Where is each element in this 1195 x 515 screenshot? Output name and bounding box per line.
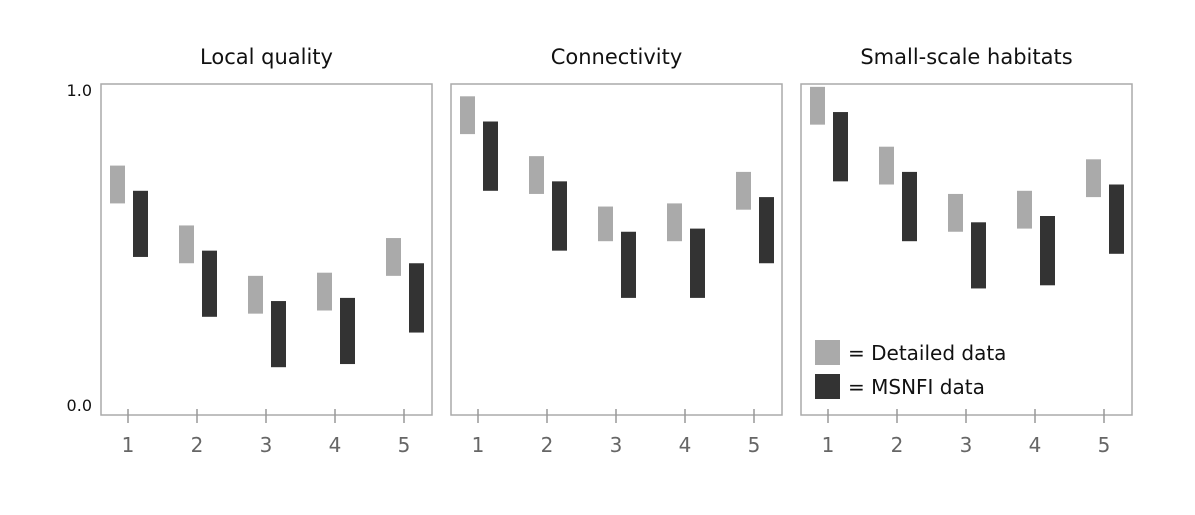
detailed-data-bar <box>179 225 194 264</box>
x-tick-label: 5 <box>398 433 411 457</box>
x-tick-label: 2 <box>191 433 204 457</box>
detailed-data-bar <box>1086 159 1101 198</box>
msnfi-data-bar <box>271 301 286 368</box>
legend-label: = MSNFI data <box>848 375 985 399</box>
msnfi-data-bar <box>759 197 774 264</box>
msnfi-data-bar <box>552 181 567 251</box>
panel-title: Connectivity <box>551 45 683 69</box>
panel-frame-1 <box>100 83 433 416</box>
detailed-data-bar <box>460 96 475 135</box>
detailed-data-bar <box>529 156 544 194</box>
msnfi-data-bar <box>1040 216 1055 286</box>
x-tick-label: 4 <box>1029 433 1042 457</box>
detailed-data-bar <box>386 238 401 276</box>
msnfi-data-bar <box>971 222 986 289</box>
detailed-data-bar <box>736 171 751 210</box>
x-tick-label: 1 <box>472 433 485 457</box>
x-tick-label: 3 <box>260 433 273 457</box>
detailed-data-bar <box>667 203 682 242</box>
x-tick-label: 3 <box>610 433 623 457</box>
msnfi-data-bar <box>690 228 705 298</box>
msnfi-data-bar <box>133 190 148 257</box>
msnfi-data-bar <box>409 263 424 333</box>
msnfi-data-bar <box>202 250 217 317</box>
detailed-data-bar <box>879 146 894 185</box>
x-tick-label: 4 <box>329 433 342 457</box>
x-tick-label: 4 <box>679 433 692 457</box>
panel-frame-2 <box>450 83 783 416</box>
detailed-data-bar <box>598 206 613 242</box>
msnfi-data-bar <box>833 112 848 182</box>
detailed-data-bar <box>317 272 332 311</box>
detailed-data-bar <box>948 193 963 232</box>
x-tick-label: 5 <box>1098 433 1111 457</box>
detailed-data-bar <box>810 86 825 125</box>
detailed-data-bar <box>110 165 125 204</box>
legend-label: = Detailed data <box>848 341 1006 365</box>
x-tick-label: 5 <box>748 433 761 457</box>
msnfi-data-bar <box>340 297 355 365</box>
x-tick-label: 3 <box>960 433 973 457</box>
y-tick-label: 0.0 <box>67 396 92 415</box>
detailed-data-bar <box>248 275 263 314</box>
msnfi-data-bar <box>1109 184 1124 254</box>
legend-swatch <box>815 340 840 365</box>
panel-frame-3 <box>800 83 1133 416</box>
panel-title: Local quality <box>200 45 333 69</box>
panel-title: Small-scale habitats <box>860 45 1072 69</box>
legend-swatch <box>815 374 840 399</box>
x-tick-label: 2 <box>891 433 904 457</box>
y-tick-label: 1.0 <box>67 81 92 100</box>
msnfi-data-bar <box>902 171 917 242</box>
x-tick-label: 2 <box>541 433 554 457</box>
x-tick-label: 1 <box>822 433 835 457</box>
x-tick-label: 1 <box>122 433 135 457</box>
msnfi-data-bar <box>621 231 636 298</box>
detailed-data-bar <box>1017 190 1032 229</box>
msnfi-data-bar <box>483 121 498 191</box>
